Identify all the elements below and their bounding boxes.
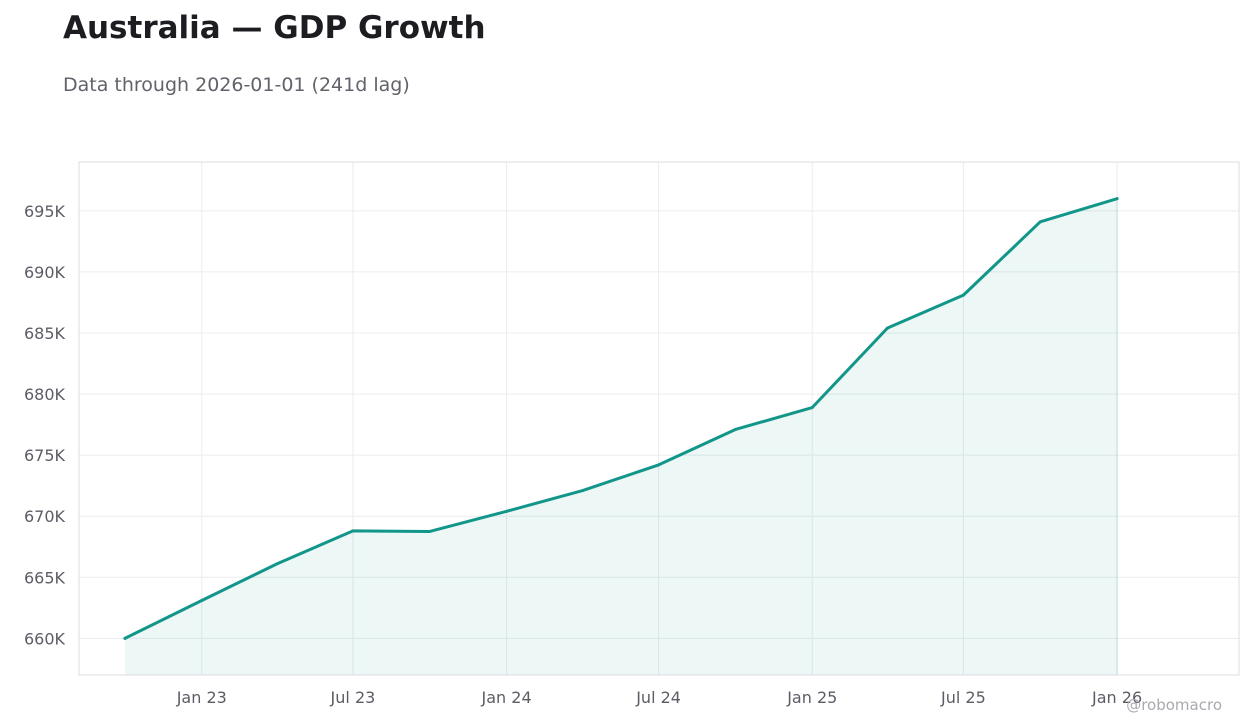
y-tick-label: 690K	[24, 263, 66, 282]
y-tick-label: 695K	[24, 202, 66, 221]
plot-border	[78, 161, 1240, 676]
x-tick-label: Jan 23	[176, 688, 227, 707]
series-line-layer	[123, 197, 1119, 640]
chart-subtitle: Data through 2026-01-01 (241d lag)	[63, 74, 410, 96]
area-layer	[124, 198, 1118, 675]
data-point	[275, 562, 279, 566]
x-tick-label: Jan 24	[481, 688, 532, 707]
grid-lines	[79, 162, 1239, 675]
series-line	[123, 197, 1119, 640]
plot-frame	[78, 161, 1240, 676]
data-point	[351, 529, 355, 533]
data-point	[123, 636, 127, 640]
x-tick-label: Jul 24	[635, 688, 681, 707]
x-tick-label: Jul 25	[940, 688, 986, 707]
chart-title: Australia — GDP Growth	[63, 10, 486, 46]
data-point	[961, 293, 965, 297]
y-tick-label: 660K	[24, 629, 66, 648]
data-point	[200, 598, 204, 602]
y-axis-ticks: 660K 665K 670K 675K 680K 685K 690K 695K	[24, 202, 66, 648]
x-tick-label: Jan 25	[786, 688, 837, 707]
y-tick-label: 680K	[24, 385, 66, 404]
area-fill	[124, 198, 1118, 675]
data-point	[885, 326, 889, 330]
data-point	[733, 427, 737, 431]
data-point	[657, 463, 661, 467]
y-tick-label: 685K	[24, 324, 66, 343]
x-axis-ticks: Jan 23 Jul 23 Jan 24 Jul 24 Jan 25 Jul 25 Jan …	[176, 688, 1142, 707]
data-point	[810, 406, 814, 410]
watermark: @robomacro	[1126, 696, 1222, 714]
x-tick-label: Jan 26	[1091, 688, 1142, 707]
y-tick-label: 670K	[24, 507, 66, 526]
data-point	[1038, 220, 1042, 224]
y-tick-label: 665K	[24, 568, 66, 587]
data-point	[581, 489, 585, 493]
y-tick-label: 675K	[24, 446, 66, 465]
x-tick-label: Jul 23	[330, 688, 376, 707]
data-point	[428, 529, 432, 533]
data-point	[505, 509, 509, 513]
data-point	[1115, 197, 1119, 201]
